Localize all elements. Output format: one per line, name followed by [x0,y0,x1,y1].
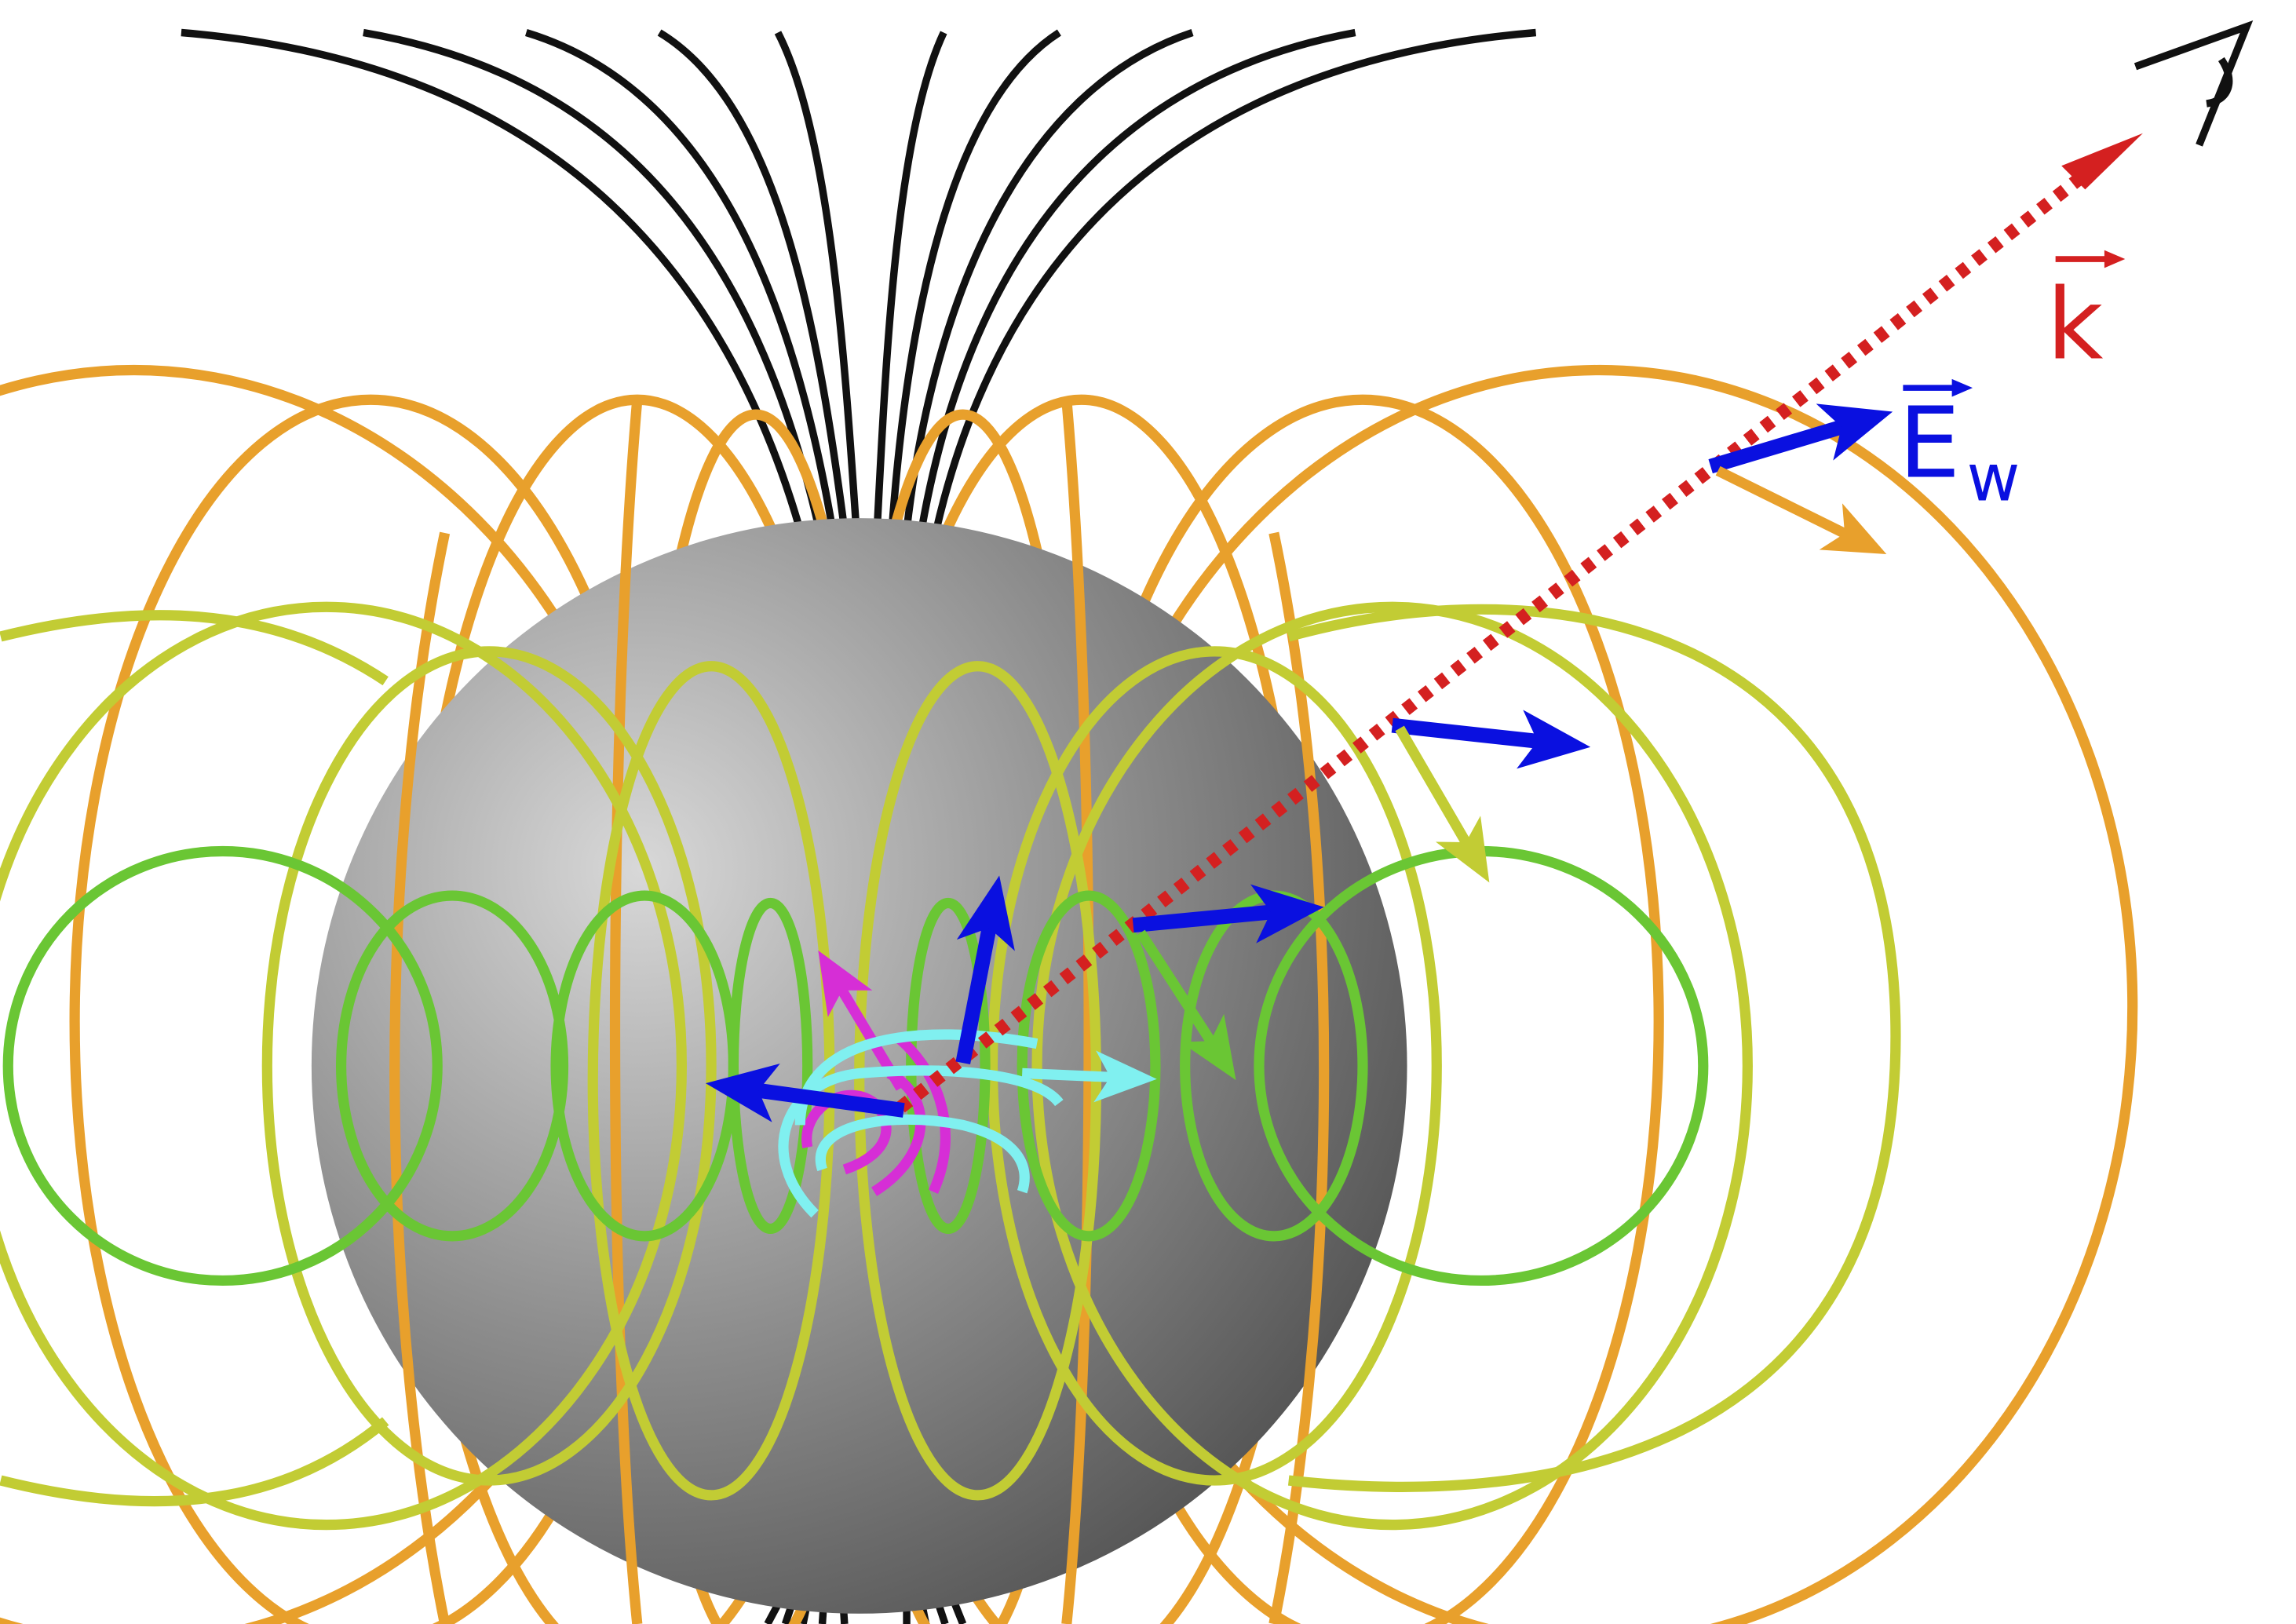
magnetic-field-arrows [1136,465,1887,1081]
cyan-current [815,1114,1030,1194]
b-field-arrow-orange [1715,465,1887,554]
electric-field-vectors [705,403,1893,1122]
e-field-arrow-center-left [705,1063,905,1122]
cyan-arrow [1021,1050,1157,1103]
e-field-arrow-mid [1132,884,1324,943]
cyan-current [778,1065,1064,1218]
e-field-arrow-center-up [955,875,1015,1064]
e-field-arrow-outer [1391,710,1591,769]
wave-vector-line [896,172,2085,1113]
eye-icon [2134,20,2254,147]
label-wave-vector: k [2046,250,2126,381]
magenta-current [892,1032,951,1194]
b-field-arrow-green [1136,929,1236,1081]
electric-field-label: E [1899,386,1961,500]
field-lines-inner [2,845,1709,1286]
label-electric-field: E w [1899,378,2020,516]
wave-vector-label: k [2046,268,2103,381]
wave-vector [896,133,2143,1113]
b-field-arrow-yellow [1395,725,1490,883]
wave-vector-arrowhead [2061,133,2143,190]
e-field-arrow-far [1708,403,1893,474]
electric-field-subscript: w [1966,440,2020,516]
